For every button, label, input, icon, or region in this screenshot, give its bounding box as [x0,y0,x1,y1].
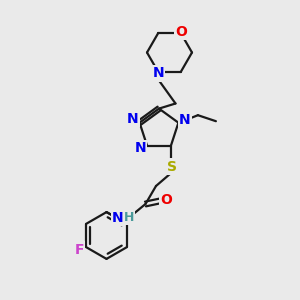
Text: N: N [112,211,123,224]
Text: S: S [167,160,177,173]
Text: F: F [75,243,84,256]
Text: N: N [152,67,164,80]
Text: O: O [160,193,172,206]
Text: N: N [127,112,139,126]
Text: N: N [135,141,146,155]
Text: O: O [176,25,187,38]
Text: N: N [179,113,191,127]
Text: H: H [124,211,134,224]
